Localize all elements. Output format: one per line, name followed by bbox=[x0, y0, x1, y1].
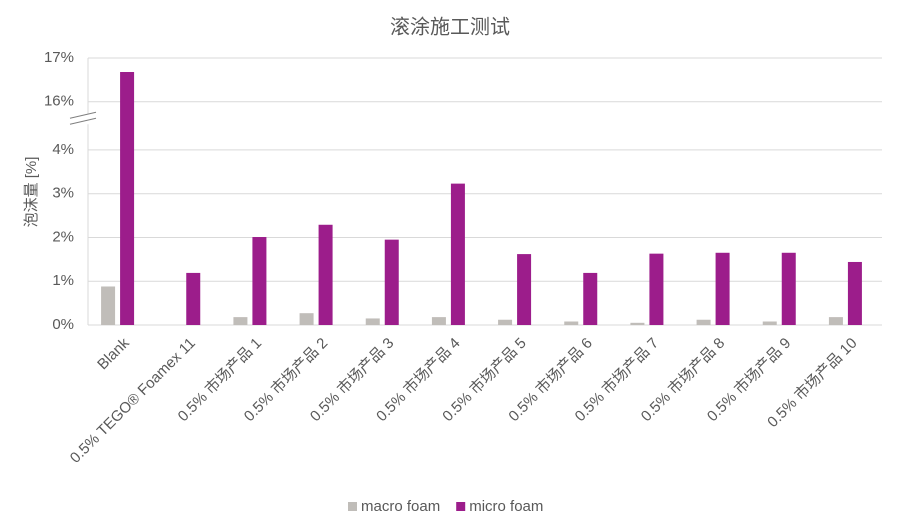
bar bbox=[252, 237, 267, 325]
bar bbox=[630, 322, 645, 325]
bar bbox=[696, 319, 711, 325]
y-tick-label: 4% bbox=[52, 141, 74, 158]
bar bbox=[517, 254, 532, 325]
legend-marker bbox=[348, 502, 357, 511]
y-tick-label: 17% bbox=[44, 49, 74, 66]
bar bbox=[649, 253, 664, 325]
bar bbox=[564, 321, 579, 325]
bar bbox=[101, 286, 116, 325]
legend-label: micro foam bbox=[469, 498, 543, 515]
y-tick-label: 1% bbox=[52, 272, 74, 289]
y-tick-label: 2% bbox=[52, 228, 74, 245]
x-tick-label: 0.5% TEGO® Foamex 11 bbox=[67, 335, 199, 467]
bar bbox=[715, 252, 730, 325]
bar bbox=[384, 239, 399, 325]
bar bbox=[318, 224, 333, 325]
legend-marker bbox=[456, 502, 466, 511]
axis-break bbox=[69, 111, 97, 119]
y-axis-label: 泡沫量 [%] bbox=[23, 157, 40, 228]
chart-title: 滚涂施工测试 bbox=[390, 15, 510, 38]
bar bbox=[762, 321, 777, 325]
bar bbox=[431, 317, 446, 325]
y-tick-label: 3% bbox=[52, 185, 74, 202]
x-tick-label: Blank bbox=[94, 334, 133, 373]
axis-break bbox=[69, 117, 97, 125]
bar bbox=[781, 252, 796, 325]
axis-break-gap bbox=[68, 114, 98, 125]
bar bbox=[120, 72, 135, 325]
bar bbox=[365, 318, 380, 325]
y-tick-label: 0% bbox=[52, 316, 74, 333]
bar bbox=[847, 261, 862, 325]
bar bbox=[233, 317, 248, 325]
bar bbox=[299, 313, 314, 325]
bar bbox=[450, 183, 465, 325]
bar bbox=[583, 272, 598, 325]
legend-label: macro foam bbox=[361, 498, 440, 515]
bar bbox=[186, 272, 201, 325]
bar bbox=[498, 319, 513, 325]
y-tick-label: 16% bbox=[44, 93, 74, 110]
bar bbox=[828, 317, 843, 325]
